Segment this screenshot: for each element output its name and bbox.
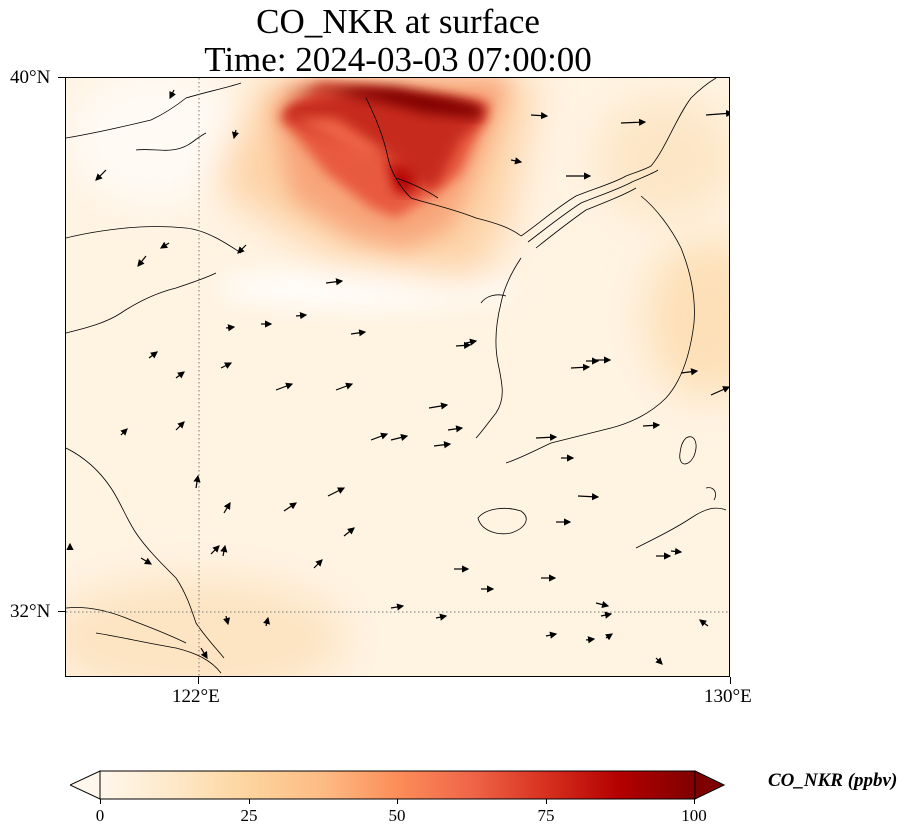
lat-tick-label-40n: 40°N <box>10 67 51 88</box>
wind-arrow <box>175 421 185 431</box>
lon-tick-mark-130e <box>730 677 731 684</box>
wind-arrow <box>600 611 613 619</box>
map-subtitle-time: Time: 2024-03-03 07:00:00 <box>204 40 592 79</box>
lat-tick-mark-32n <box>58 611 65 612</box>
wind-arrow <box>343 527 355 537</box>
wind-arrow <box>428 402 449 410</box>
wind-arrow <box>710 386 729 396</box>
wind-arrow <box>313 559 323 569</box>
wind-arrow <box>137 255 147 267</box>
wind-arrow <box>231 129 239 140</box>
wind-arrow <box>327 487 346 497</box>
colorbar-tick-label-50: 50 <box>388 806 406 825</box>
lon-tick-label-122e: 122°E <box>172 686 220 707</box>
colorbar-gradient <box>68 770 726 800</box>
coastlines <box>66 78 727 674</box>
wind-arrow <box>175 371 185 379</box>
colorbar-tick-25 <box>249 799 250 804</box>
wind-arrow <box>642 421 661 429</box>
wind-arrow <box>455 341 472 350</box>
wind-arrow <box>193 474 201 489</box>
wind-arrow <box>585 636 596 644</box>
colorbar-body <box>99 770 696 800</box>
wind-arrow <box>447 425 464 433</box>
wind-arrow <box>210 545 220 555</box>
map-title: CO_NKR at surface <box>256 2 540 41</box>
colorbar <box>68 770 726 800</box>
colorbar-tick-50 <box>397 799 398 804</box>
wind-arrow <box>283 502 297 512</box>
colorbar-extend-min <box>68 770 101 800</box>
wind-arrow <box>237 244 247 254</box>
colorbar-tick-label-100: 100 <box>681 806 707 825</box>
wind-arrow <box>159 241 170 249</box>
wind-arrow <box>433 441 452 449</box>
wind-arrow <box>545 631 558 639</box>
wind-arrow <box>120 428 128 436</box>
colorbar-extend-max <box>694 770 726 800</box>
wind-arrow <box>263 616 271 627</box>
map-panel <box>65 77 730 677</box>
wind-arrow <box>325 278 344 286</box>
wind-arrow <box>370 432 389 441</box>
colorbar-tick-label-75: 75 <box>537 806 555 825</box>
wind-arrow <box>140 557 153 565</box>
wind-arrow <box>535 433 558 441</box>
wind-arrow <box>223 501 231 514</box>
wind-arrow <box>510 157 523 165</box>
concentration-field <box>66 78 729 676</box>
colorbar-label: CO_NKR (ppbv) <box>768 770 898 791</box>
wind-arrow <box>577 493 600 501</box>
wind-arrow <box>295 312 308 320</box>
colorbar-tick-label-25: 25 <box>240 806 258 825</box>
wind-arrow <box>200 647 208 660</box>
wind-arrow <box>390 603 405 611</box>
wind-arrow <box>95 169 107 181</box>
wind-arrow <box>670 547 683 555</box>
wind-vectors <box>66 89 729 665</box>
wind-arrow <box>530 112 549 120</box>
wind-arrow <box>220 544 228 557</box>
lat-tick-label-32n: 32°N <box>10 601 51 622</box>
map-canvas <box>66 78 729 676</box>
wind-arrow <box>620 118 647 126</box>
wind-arrow <box>390 433 409 441</box>
wind-arrow <box>335 382 354 391</box>
wind-arrow <box>169 89 176 100</box>
wind-arrow <box>225 324 236 332</box>
colorbar-tick-0 <box>100 799 101 804</box>
gridlines <box>66 78 729 676</box>
wind-arrow <box>595 601 610 609</box>
wind-arrow <box>705 109 729 118</box>
wind-arrow <box>275 382 294 391</box>
colorbar-tick-75 <box>546 799 547 804</box>
lon-tick-label-130e: 130°E <box>704 686 752 707</box>
wind-arrow <box>699 619 709 627</box>
wind-arrow <box>148 351 158 359</box>
wind-arrow <box>655 657 663 665</box>
wind-arrow <box>680 368 699 376</box>
wind-arrow <box>220 362 233 369</box>
lat-tick-mark-40n <box>58 77 65 78</box>
wind-arrow <box>435 613 448 621</box>
colorbar-tick-100 <box>694 799 695 804</box>
wind-arrow <box>605 633 613 641</box>
wind-arrow <box>223 615 231 626</box>
colorbar-tick-label-0: 0 <box>95 806 105 825</box>
wind-arrow <box>350 329 367 337</box>
wind-arrow <box>570 363 591 371</box>
lon-tick-mark-122e <box>198 677 199 684</box>
